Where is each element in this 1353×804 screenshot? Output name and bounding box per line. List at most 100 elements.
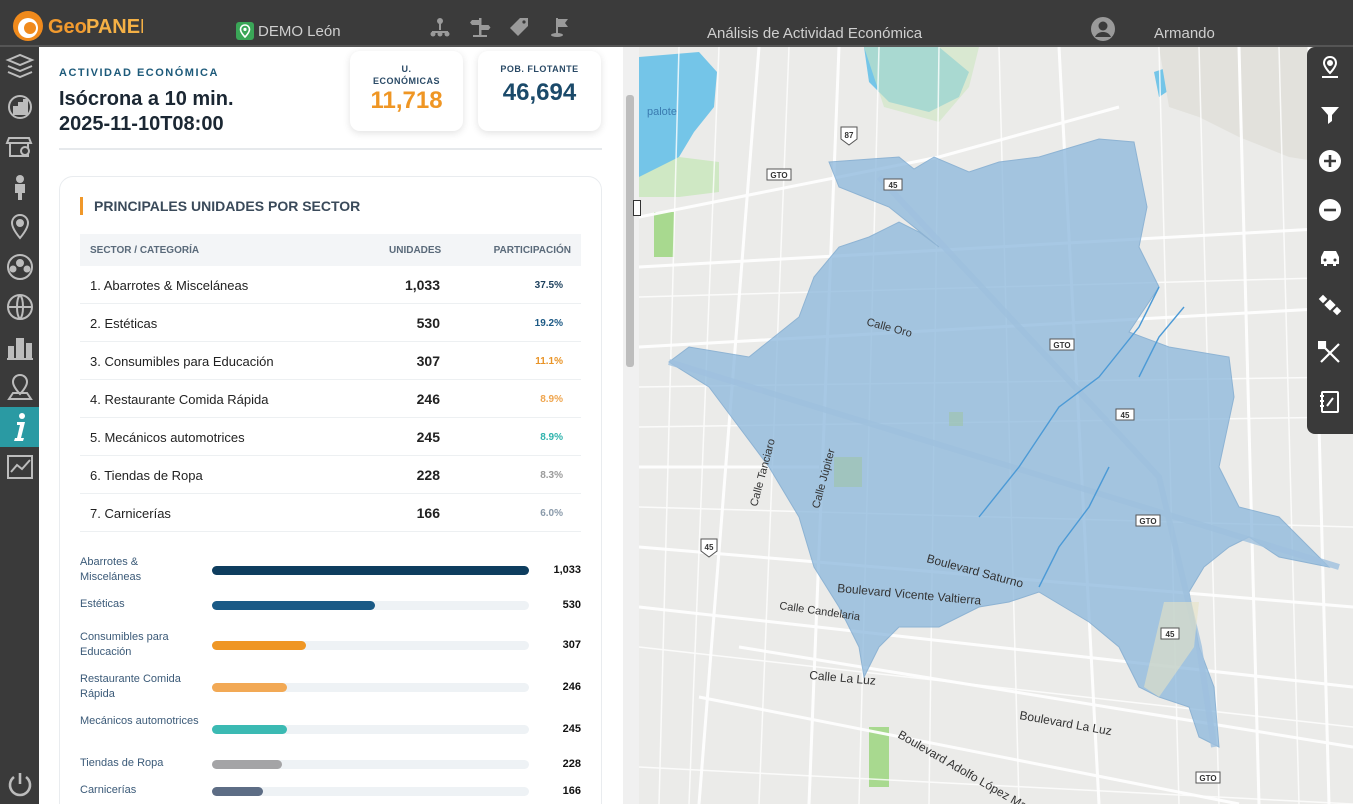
panel-scroll-thumb[interactable] <box>626 95 634 367</box>
map-label-palote: palote <box>647 106 677 118</box>
row-label: 5. Mecánicos automotrices <box>90 430 245 445</box>
header-divider <box>59 148 602 150</box>
satellite-icon[interactable] <box>1315 290 1345 320</box>
row-units: 530 <box>416 315 440 331</box>
title-datetime: 2025-11-10T08:00 <box>59 113 224 135</box>
map-controls <box>1307 47 1353 434</box>
svg-text:45: 45 <box>705 543 714 552</box>
notes-icon[interactable] <box>1315 387 1345 417</box>
road-shield: 45 <box>883 178 903 191</box>
sector-card: PRINCIPALES UNIDADES POR SECTOR SECTOR /… <box>59 176 602 804</box>
col-sector-header: SECTOR / CATEGORÍA <box>90 245 200 256</box>
bar-value: 245 <box>562 723 581 735</box>
zoom-in-icon[interactable] <box>1315 146 1345 176</box>
road-shield: GTO <box>1135 514 1161 527</box>
row-label: 2. Estéticas <box>90 316 158 331</box>
svg-text:Geo: Geo <box>48 16 87 38</box>
globe-chart-icon[interactable] <box>0 87 39 127</box>
location-name: DEMO León <box>258 22 341 40</box>
col-units-header: UNIDADES <box>389 245 442 256</box>
road-shield: 45 <box>700 538 718 558</box>
signpost-icon[interactable] <box>469 16 491 38</box>
svg-text:45: 45 <box>1121 411 1130 420</box>
filter-icon[interactable] <box>1315 100 1345 130</box>
kpi-units-label: U. ECONÓMICAS <box>372 64 440 86</box>
bar-fill <box>212 600 375 610</box>
zoom-out-icon[interactable] <box>1315 195 1345 225</box>
panel-resize-handle[interactable] <box>633 200 641 216</box>
bar-row: Consumibles para Educación 307 <box>80 630 581 660</box>
table-row[interactable]: 6. Tiendas de Ropa 228 8.3% <box>80 456 581 494</box>
table-row[interactable]: 7. Carnicerías 166 6.0% <box>80 494 581 532</box>
store-location-icon[interactable] <box>0 127 39 167</box>
bar-track <box>212 566 529 575</box>
kpi-units-value: 11,718 <box>370 87 443 114</box>
bar-row: Estéticas 530 <box>80 597 581 612</box>
activity-panel: ACTIVIDAD ECONÓMICA Isócrona a 10 min. 2… <box>39 47 639 804</box>
left-nav-rail <box>0 47 39 804</box>
bar-value: 530 <box>562 598 581 611</box>
row-units: 228 <box>416 467 440 483</box>
bar-label: Restaurante Comida Rápida <box>80 673 181 700</box>
table-row[interactable]: 2. Estéticas 530 19.2% <box>80 304 581 342</box>
map-pin-icon[interactable] <box>0 367 39 407</box>
geopanel-logo[interactable]: Geo PANEL <box>8 6 152 42</box>
community-icon[interactable] <box>0 247 39 287</box>
flag-icon[interactable] <box>550 16 572 38</box>
traffic-car-icon[interactable] <box>1315 243 1345 273</box>
layers-icon[interactable] <box>0 47 39 87</box>
person-icon[interactable] <box>0 167 39 207</box>
bar-value: 166 <box>562 784 581 797</box>
analytics-chart-icon[interactable] <box>0 447 39 487</box>
measure-tools-icon[interactable] <box>1315 338 1345 368</box>
table-row[interactable]: 4. Restaurante Comida Rápida 246 8.9% <box>80 380 581 418</box>
svg-text:87: 87 <box>845 131 854 140</box>
svg-text:GTO: GTO <box>1139 517 1156 526</box>
bar-value: 246 <box>562 681 581 693</box>
svg-text:GTO: GTO <box>1199 774 1216 783</box>
row-units: 245 <box>416 429 440 445</box>
svg-text:PANEL: PANEL <box>86 16 143 38</box>
bar-track <box>212 683 529 692</box>
location-pin-icon <box>236 22 254 40</box>
svg-text:45: 45 <box>889 181 898 190</box>
user-name[interactable]: Armando <box>1154 25 1215 42</box>
row-share: 8.3% <box>540 470 563 481</box>
map-view[interactable]: Calle Oro Calle Tanciaro Calle Júpiter B… <box>639 47 1353 804</box>
tag-icon[interactable] <box>508 16 530 38</box>
user-avatar-icon[interactable] <box>1090 16 1116 42</box>
bar-value: 228 <box>562 757 581 770</box>
bar-row: Mecánicos automotrices 245 <box>80 714 581 744</box>
row-share: 8.9% <box>540 394 563 405</box>
buildings-icon[interactable] <box>0 327 39 367</box>
table-header: SECTOR / CATEGORÍA UNIDADES PARTICIPACIÓ… <box>80 234 581 266</box>
road-shield: 87 <box>840 126 858 146</box>
bar-label: Carnicerías <box>80 784 137 796</box>
bar-label: Mecánicos automotrices <box>80 715 199 727</box>
road-shield: 45 <box>1160 627 1180 640</box>
location-target-icon[interactable] <box>0 207 39 247</box>
svg-text:45: 45 <box>1166 630 1175 639</box>
row-share: 11.1% <box>535 356 563 367</box>
road-shield: 45 <box>1115 408 1135 421</box>
info-icon[interactable] <box>0 407 39 447</box>
location-pin-icon[interactable] <box>1315 52 1345 82</box>
row-share: 37.5% <box>534 280 563 291</box>
table-row[interactable]: 3. Consumibles para Educación 307 11.1% <box>80 342 581 380</box>
bar-fill <box>212 759 282 769</box>
table-row[interactable]: 5. Mecánicos automotrices 245 8.9% <box>80 418 581 456</box>
row-units: 166 <box>416 505 440 521</box>
row-share: 8.9% <box>540 432 563 443</box>
power-icon[interactable] <box>0 764 39 804</box>
row-label: 7. Carnicerías <box>90 506 171 521</box>
title-isochrone: Isócrona a 10 min. <box>59 88 234 110</box>
bar-track <box>212 786 529 796</box>
table-row[interactable]: 1. Abarrotes & Misceláneas 1,033 37.5% <box>80 266 581 304</box>
location-selector[interactable]: DEMO León <box>236 22 341 40</box>
row-label: 6. Tiendas de Ropa <box>90 468 203 483</box>
network-icon[interactable] <box>429 16 451 38</box>
row-units: 246 <box>416 391 440 407</box>
road-shield: GTO <box>1049 338 1075 351</box>
bar-track <box>212 600 529 610</box>
people-globe-icon[interactable] <box>0 287 39 327</box>
